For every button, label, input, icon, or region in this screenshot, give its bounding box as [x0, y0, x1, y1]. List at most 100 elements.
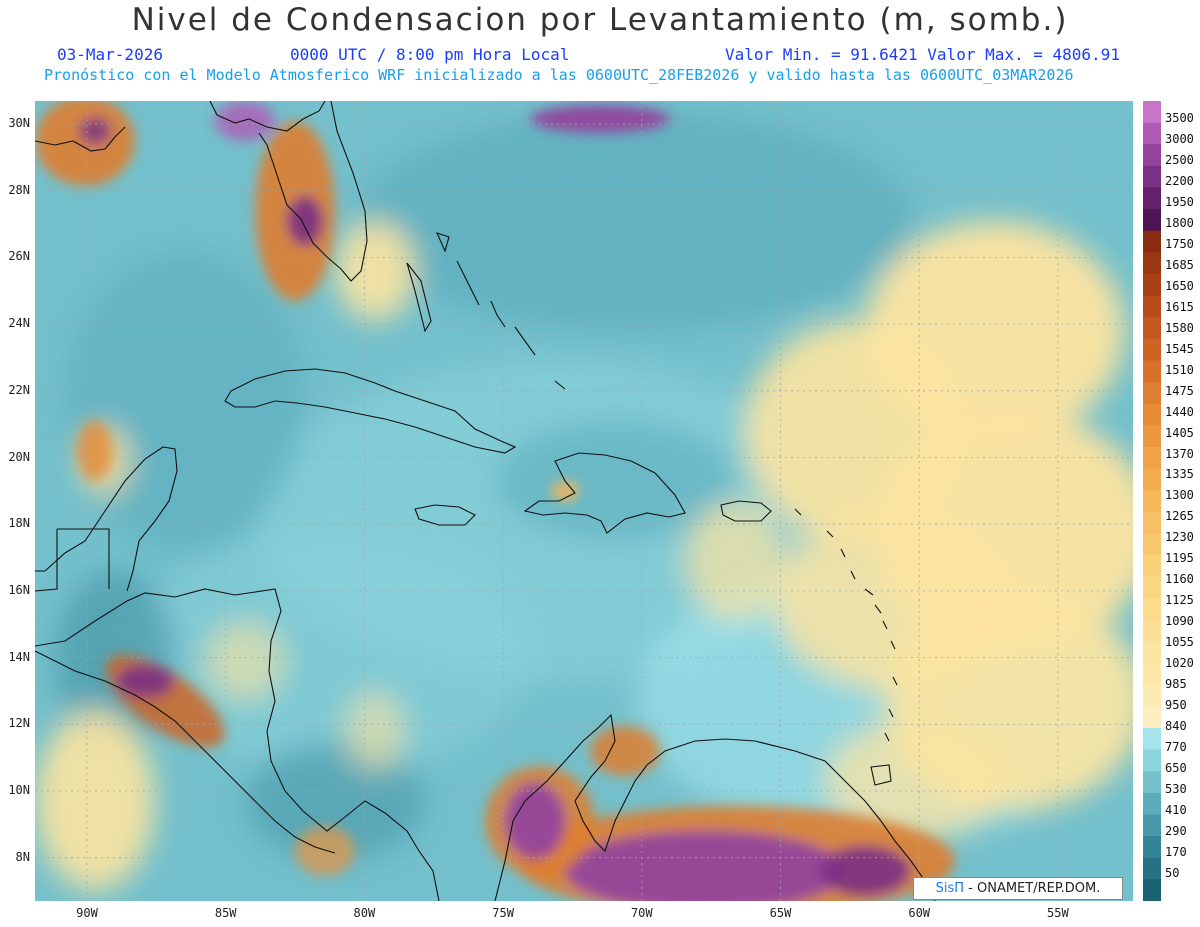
colorbar-label: 1950 — [1165, 194, 1194, 209]
colorbar-swatch — [1143, 511, 1161, 534]
colorbar-label: 1405 — [1165, 425, 1194, 440]
colorbar-label: 1615 — [1165, 299, 1194, 314]
colorbar-label: 1230 — [1165, 530, 1194, 545]
lon-label: 70W — [630, 906, 653, 920]
colorbar-label: 1545 — [1165, 341, 1194, 356]
colorbar-label: 1090 — [1165, 614, 1194, 629]
lcl-map — [35, 101, 1133, 901]
colorbar-label: 1800 — [1165, 215, 1194, 230]
colorbar-label: 530 — [1165, 782, 1187, 797]
high-lcl-shading — [35, 101, 955, 901]
cuba — [224, 368, 517, 454]
lat-label: 20N — [8, 449, 30, 464]
lat-label: 10N — [8, 783, 30, 797]
colorbar-label: 1510 — [1165, 362, 1194, 377]
lat-label: 26N — [8, 249, 30, 264]
lon-label: 90W — [76, 906, 98, 920]
colorbar-label: 2200 — [1165, 173, 1194, 188]
lon-label: 80W — [353, 906, 376, 920]
lat-label: 14N — [8, 649, 30, 664]
colorbar-label: 1160 — [1165, 572, 1194, 587]
colorbar-swatch — [1143, 684, 1161, 707]
colorbar-swatch — [1143, 749, 1161, 772]
lat-label: 24N — [8, 316, 30, 331]
lat-label: 28N — [8, 182, 30, 197]
colorbar-swatch — [1143, 490, 1161, 513]
colorbar-swatch — [1143, 533, 1161, 556]
colorbar-swatch — [1143, 165, 1161, 188]
lon-label: 75W — [492, 906, 514, 920]
colorbar-swatch — [1143, 446, 1161, 470]
colorbar-swatch — [1143, 187, 1161, 210]
colorbar-label: 1300 — [1165, 488, 1194, 503]
credit-box: SisΠ - ONAMET/REP.DOM. — [913, 877, 1123, 900]
colorbar-label: 1335 — [1165, 467, 1194, 482]
florida-coast — [209, 101, 368, 282]
colorbar-swatch — [1143, 382, 1161, 405]
model-description: Pronóstico con el Modelo Atmosferico WRF… — [44, 66, 1074, 84]
colorbar — [1143, 101, 1161, 901]
colorbar-swatch — [1143, 728, 1161, 751]
colorbar-label: 1265 — [1165, 509, 1194, 524]
colorbar-swatch — [1143, 360, 1161, 383]
lat-label: 16N — [8, 582, 30, 597]
trinidad — [870, 764, 892, 786]
colorbar-label: 170 — [1165, 844, 1187, 859]
colorbar-swatch — [1143, 879, 1161, 901]
lesser-antilles — [794, 508, 898, 742]
grid-lines — [35, 101, 1133, 901]
colorbar-label: 1475 — [1165, 383, 1194, 398]
colorbar-swatch — [1143, 663, 1161, 686]
colorbar-label: 290 — [1165, 823, 1187, 838]
credit-brand: SisΠ — [935, 881, 965, 896]
colorbar-label: 410 — [1165, 803, 1187, 817]
forecast-time: 0000 UTC / 8:00 pm Hora Local — [290, 45, 570, 64]
colorbar-swatch — [1143, 598, 1161, 621]
lat-label: 30N — [8, 116, 30, 130]
lat-label: 8N — [15, 849, 30, 864]
venezuela-colombia-coast — [494, 713, 936, 901]
puerto-rico — [720, 500, 772, 522]
min-max-values: Valor Min. = 91.6421 Valor Max. = 4806.9… — [725, 45, 1120, 64]
colorbar-label: 950 — [1165, 698, 1187, 713]
colorbar-swatch — [1143, 468, 1161, 491]
lon-label: 85W — [214, 906, 237, 920]
jamaica — [414, 504, 476, 526]
lon-label: 65W — [769, 906, 792, 920]
lat-label: 18N — [8, 516, 30, 531]
colorbar-label: 3500 — [1165, 111, 1194, 125]
colorbar-swatch — [1143, 771, 1161, 794]
colorbar-swatch — [1143, 836, 1161, 859]
colorbar-label: 1195 — [1165, 551, 1194, 566]
colorbar-swatch — [1143, 641, 1161, 664]
colorbar-swatch — [1143, 814, 1161, 837]
colorbar-label: 1370 — [1165, 446, 1194, 461]
colorbar-swatch — [1143, 403, 1161, 426]
lat-label: 22N — [8, 382, 30, 397]
yucatan-mexico — [35, 446, 178, 592]
colorbar-label: 2500 — [1165, 152, 1194, 167]
colorbar-swatch — [1143, 576, 1161, 599]
colorbar-label: 1020 — [1165, 656, 1194, 671]
map-title: Nivel de Condensacion por Levantamiento … — [131, 2, 1069, 38]
colorbar-swatch — [1143, 209, 1161, 232]
colorbar-swatch — [1143, 144, 1161, 167]
credit-text: - ONAMET/REP.DOM. — [968, 881, 1101, 896]
bahamas — [406, 232, 566, 390]
colorbar-label: 1650 — [1165, 278, 1194, 293]
colorbar-label: 770 — [1165, 740, 1187, 755]
colorbar-swatch — [1143, 295, 1161, 318]
colorbar-swatch — [1143, 338, 1161, 361]
colorbar-swatch — [1143, 122, 1161, 145]
colorbar-swatch — [1143, 619, 1161, 643]
colorbar-swatch — [1143, 317, 1161, 340]
colorbar-swatch — [1143, 857, 1161, 880]
colorbar-swatch — [1143, 101, 1161, 124]
colorbar-label: 1580 — [1165, 320, 1194, 335]
lat-label: 12N — [8, 716, 30, 731]
colorbar-swatch — [1143, 252, 1161, 275]
colorbar-swatch — [1143, 230, 1161, 253]
colorbar-label: 1750 — [1165, 236, 1194, 251]
central-america — [35, 588, 440, 901]
gulf-coast — [35, 126, 126, 152]
